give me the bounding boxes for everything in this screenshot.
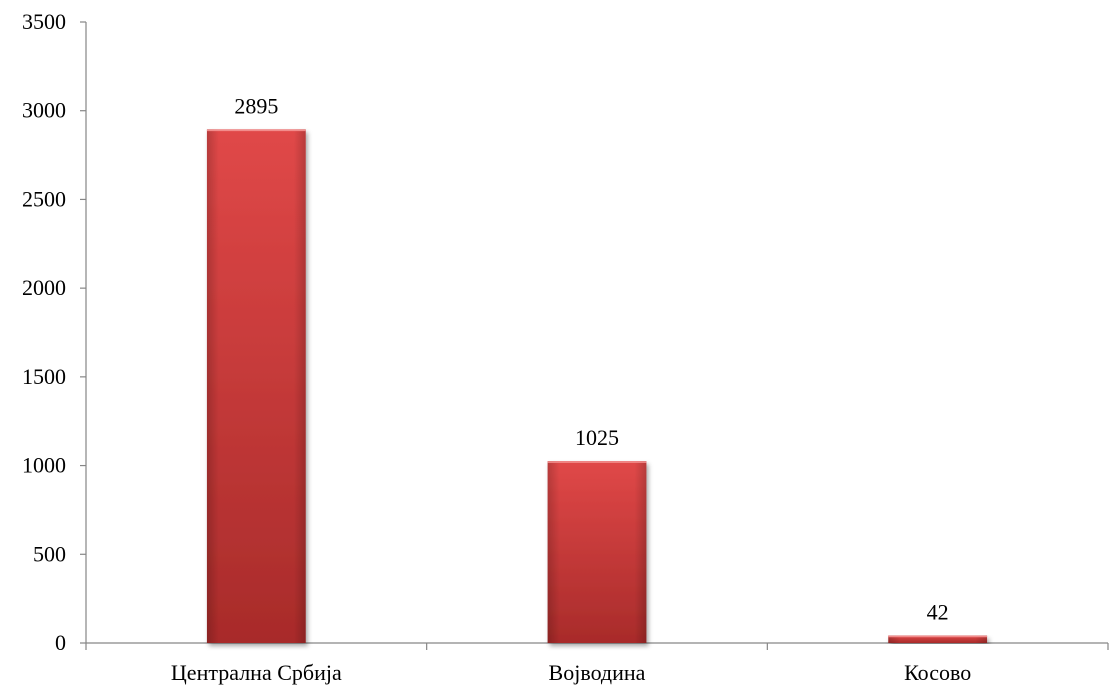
bar-1 [547,461,647,643]
bar-0 [206,129,306,643]
data-labels: 2895 1025 42 [234,93,948,624]
y-tick-label: 0 [55,630,66,655]
bar-value-label: 42 [927,600,949,625]
y-tick-label: 3000 [22,98,66,123]
bar-bevel [547,461,647,643]
bar-bevel [888,635,988,643]
bar-2 [888,635,988,643]
y-tick-label: 2500 [22,186,66,211]
bar-bevel [206,129,306,643]
x-category-label: Војводина [549,660,646,685]
x-category-label: Косово [904,660,971,685]
y-axis: 0 500 1000 1500 2000 2500 3000 3500 [22,9,87,655]
bar-value-label: 1025 [575,425,619,450]
x-axis: Централна Србија Војводина Косово [85,642,1109,685]
bars [206,129,988,643]
x-category-label: Централна Србија [171,660,342,685]
y-tick-label: 2000 [22,275,66,300]
y-tick-label: 3500 [22,9,66,34]
bar-value-label: 2895 [234,93,278,118]
y-tick-label: 500 [33,541,66,566]
y-tick-label: 1000 [22,453,66,478]
y-tick-label: 1500 [22,364,66,389]
